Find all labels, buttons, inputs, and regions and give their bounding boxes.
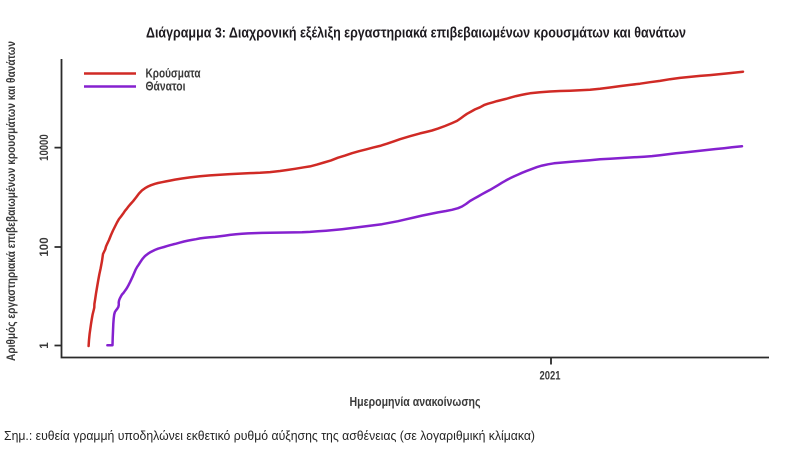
svg-text:Σημ.: ευθεία γραμμή υποδηλώνει: Σημ.: ευθεία γραμμή υποδηλώνει εκθετικό … bbox=[4, 429, 535, 443]
svg-text:Κρούσματα: Κρούσματα bbox=[146, 67, 201, 81]
svg-text:2021: 2021 bbox=[540, 371, 561, 383]
svg-text:Αριθμός εργαστηριακά επιβεβαιω: Αριθμός εργαστηριακά επιβεβαιωμένων κρου… bbox=[6, 41, 18, 361]
svg-text:Θάνατοι: Θάνατοι bbox=[146, 80, 186, 94]
svg-text:1: 1 bbox=[39, 342, 51, 349]
svg-text:Ημερομηνία ανακοίνωσης: Ημερομηνία ανακοίνωσης bbox=[350, 395, 481, 409]
svg-text:10000: 10000 bbox=[39, 134, 51, 161]
svg-text:Διάγραμμα 3: Διαχρονική εξέλιξ: Διάγραμμα 3: Διαχρονική εξέλιξη εργαστηρ… bbox=[146, 25, 686, 42]
svg-text:100: 100 bbox=[39, 237, 51, 256]
